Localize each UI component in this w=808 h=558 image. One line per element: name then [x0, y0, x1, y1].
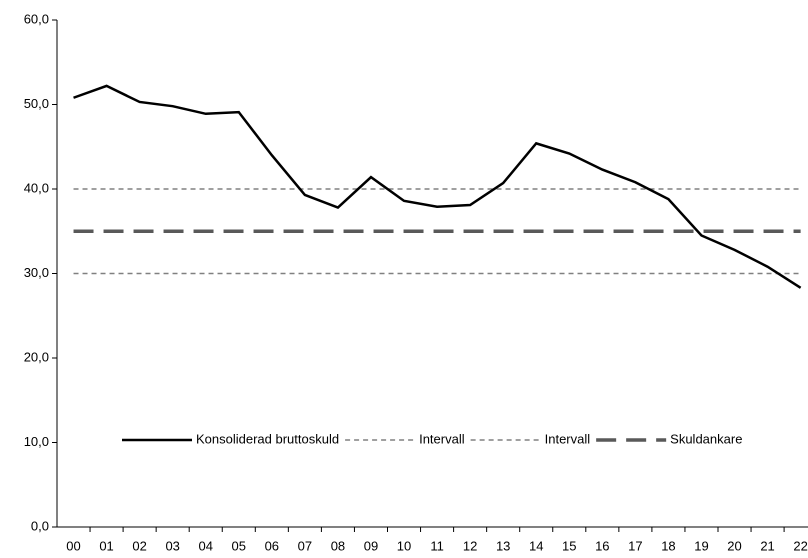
- y-tick-label: 60,0: [24, 11, 49, 26]
- y-tick-label: 30,0: [24, 265, 49, 280]
- x-tick-label: 00: [66, 538, 80, 553]
- x-tick-label: 09: [364, 538, 378, 553]
- legend-label: Konsoliderad bruttoskuld: [196, 431, 339, 446]
- x-tick-label: 08: [331, 538, 345, 553]
- y-tick-label: 50,0: [24, 96, 49, 111]
- y-tick-label: 0,0: [31, 518, 49, 533]
- x-tick-label: 17: [628, 538, 642, 553]
- x-tick-label: 05: [232, 538, 246, 553]
- y-tick-label: 40,0: [24, 180, 49, 195]
- x-tick-label: 07: [298, 538, 312, 553]
- x-tick-label: 16: [595, 538, 609, 553]
- x-tick-label: 13: [496, 538, 510, 553]
- x-tick-label: 21: [760, 538, 774, 553]
- x-tick-label: 19: [694, 538, 708, 553]
- x-tick-label: 06: [265, 538, 279, 553]
- x-tick-label: 14: [529, 538, 543, 553]
- x-tick-label: 02: [132, 538, 146, 553]
- x-tick-label: 18: [661, 538, 675, 553]
- legend-label: Intervall: [545, 431, 591, 446]
- x-tick-label: 15: [562, 538, 576, 553]
- legend-label: Intervall: [419, 431, 465, 446]
- legend-label: Skuldankare: [670, 431, 742, 446]
- x-tick-label: 10: [397, 538, 411, 553]
- series-line: [73, 84, 802, 289]
- x-tick-label: 12: [463, 538, 477, 553]
- x-tick-label: 04: [198, 538, 212, 553]
- y-tick-label: 20,0: [24, 349, 49, 364]
- x-tick-label: 01: [99, 538, 113, 553]
- y-tick-label: 10,0: [24, 434, 49, 449]
- x-tick-label: 03: [165, 538, 179, 553]
- x-tick-label: 11: [430, 538, 444, 553]
- x-tick-label: 20: [727, 538, 741, 553]
- x-tick-label: 22: [793, 538, 807, 553]
